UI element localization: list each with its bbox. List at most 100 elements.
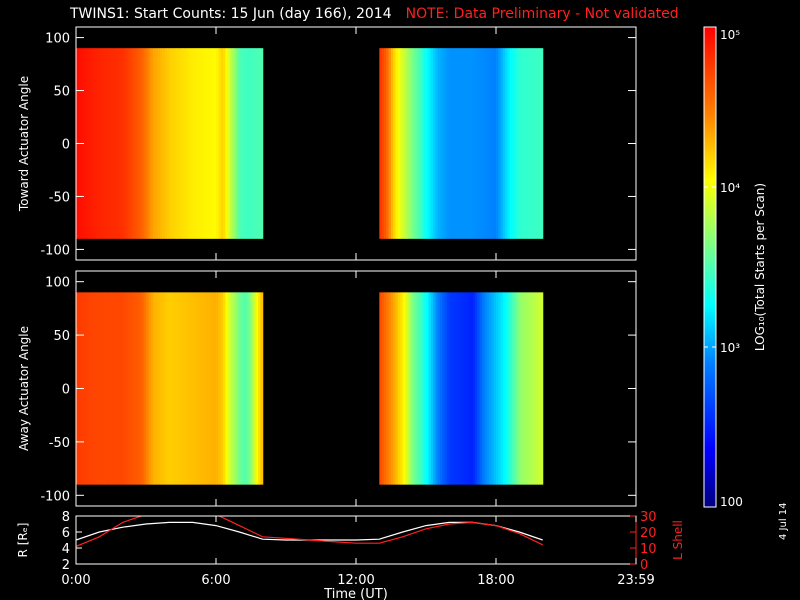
heatmap-column-toward xyxy=(479,48,483,239)
heatmap-column-away xyxy=(176,292,180,485)
heatmap-column-toward xyxy=(428,48,432,239)
heatmap-column-toward xyxy=(414,48,418,239)
heatmap-column-toward xyxy=(113,48,117,239)
heatmap-column-toward xyxy=(176,48,180,239)
heatmap-column-toward xyxy=(405,48,408,239)
heatmap-column-toward xyxy=(178,48,182,239)
heatmap-column-toward xyxy=(391,48,394,239)
heatmap-column-away xyxy=(531,292,534,485)
heatmap-column-toward xyxy=(139,48,142,239)
heatmap-column-away xyxy=(251,292,254,485)
heatmap-column-toward xyxy=(489,48,492,239)
heatmap-column-away xyxy=(400,292,404,485)
heatmap-column-toward xyxy=(426,48,429,239)
heatmap-column-toward xyxy=(423,48,427,239)
heatmap-column-away xyxy=(216,292,219,485)
heatmap-column-away xyxy=(202,292,205,485)
heatmap-column-away xyxy=(92,292,96,485)
preliminary-note: NOTE: Data Preliminary - Not validated xyxy=(405,6,679,22)
heatmap-column-toward xyxy=(118,48,121,239)
heatmap-column-away xyxy=(447,292,450,485)
heatmap-column-away xyxy=(433,292,436,485)
heatmap-column-toward xyxy=(164,48,168,239)
heatmap-column-away xyxy=(423,292,427,485)
heatmap-column-away xyxy=(255,292,259,485)
heatmap-column-toward xyxy=(435,48,439,239)
heatmap-column-away xyxy=(391,292,394,485)
heatmap-column-away xyxy=(106,292,110,485)
heatmap-column-toward xyxy=(253,48,257,239)
heatmap-column-away xyxy=(253,292,257,485)
heatmap-column-away xyxy=(405,292,408,485)
heatmap-column-toward xyxy=(204,48,208,239)
heatmap-column-toward xyxy=(171,48,175,239)
heatmap-column-toward xyxy=(150,48,154,239)
heatmap-column-away xyxy=(398,292,401,485)
heatmap-column-away xyxy=(125,292,128,485)
heatmap-column-toward xyxy=(395,48,399,239)
heatmap-column-toward xyxy=(465,48,469,239)
heatmap-column-away xyxy=(225,292,229,485)
heatmap-column-away xyxy=(416,292,420,485)
heatmap-column-toward xyxy=(503,48,506,239)
toward-angle-panel: 100 50 0 -50 -100 Toward Actuator Angle xyxy=(17,26,637,261)
heatmap-column-toward xyxy=(94,48,98,239)
heatmap-column-toward xyxy=(456,48,460,239)
heatmap-column-away xyxy=(197,292,201,485)
heatmap-column-toward xyxy=(120,48,124,239)
heatmap-column-toward xyxy=(104,48,107,239)
heatmap-column-toward xyxy=(248,48,252,239)
heatmap-column-toward xyxy=(255,48,259,239)
heatmap-column-away xyxy=(232,292,236,485)
heatmap-column-toward xyxy=(90,48,93,239)
heatmap-column-toward xyxy=(227,48,231,239)
heatmap-column-away xyxy=(244,292,247,485)
heatmap-column-toward xyxy=(199,48,203,239)
heatmap-column-toward xyxy=(216,48,219,239)
heatmap-column-away xyxy=(379,292,383,485)
x-tick-label: 23:59 xyxy=(617,573,654,588)
heatmap-column-toward xyxy=(482,48,485,239)
chart-title: TWINS1: Start Counts: 15 Jun (day 166), … xyxy=(70,6,679,22)
heatmap-column-toward xyxy=(398,48,401,239)
heatmap-column-toward xyxy=(202,48,205,239)
heatmap-column-away xyxy=(188,292,191,485)
heatmap-column-toward xyxy=(407,48,411,239)
heatmap-column-away xyxy=(521,292,525,485)
heatmap-column-away xyxy=(484,292,488,485)
heatmap-column-toward xyxy=(514,48,518,239)
heatmap-column-toward xyxy=(211,48,215,239)
heatmap-column-toward xyxy=(524,48,527,239)
heatmap-column-away xyxy=(528,292,532,485)
heatmap-column-away xyxy=(211,292,215,485)
heatmap-column-toward xyxy=(538,48,541,239)
heatmap-column-away xyxy=(141,292,145,485)
heatmap-column-toward xyxy=(472,48,476,239)
heatmap-column-away xyxy=(162,292,166,485)
heatmap-column-away xyxy=(426,292,429,485)
heatmap-column-away xyxy=(486,292,490,485)
heatmap-column-toward xyxy=(181,48,184,239)
heatmap-column-away xyxy=(496,292,499,485)
heatmap-column-away xyxy=(540,292,544,485)
heatmap-column-away xyxy=(199,292,203,485)
heatmap-column-toward xyxy=(127,48,131,239)
heatmap-column-away xyxy=(132,292,135,485)
heatmap-column-away xyxy=(223,292,226,485)
heatmap-column-away xyxy=(440,292,443,485)
heatmap-column-away xyxy=(524,292,527,485)
right-y-axis-label: L Shell xyxy=(671,520,685,560)
heatmap-column-toward xyxy=(512,48,516,239)
heatmap-column-toward xyxy=(484,48,488,239)
right-y-tick-label: 10 xyxy=(640,542,657,557)
heatmap-column-away xyxy=(384,292,387,485)
heatmap-column-toward xyxy=(174,48,177,239)
heatmap-column-away xyxy=(407,292,411,485)
heatmap-column-toward xyxy=(237,48,240,239)
heatmap-column-toward xyxy=(162,48,166,239)
heatmap-column-toward xyxy=(101,48,105,239)
left-y-axis-label: R [Rₑ] xyxy=(16,523,30,558)
heatmap-column-toward xyxy=(388,48,392,239)
